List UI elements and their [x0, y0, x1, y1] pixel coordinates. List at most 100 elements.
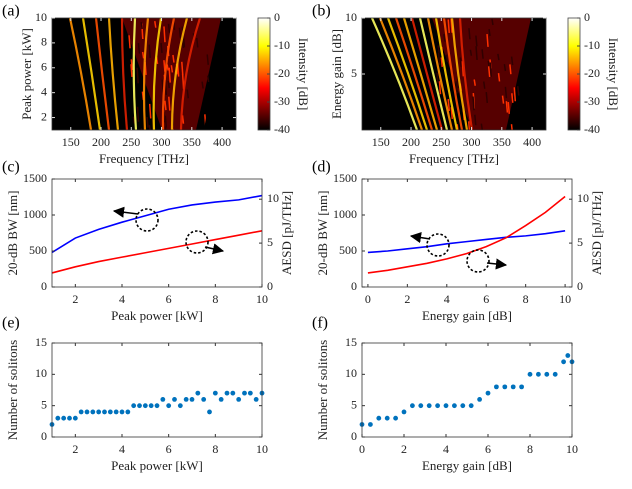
heatmap-speckle	[136, 106, 140, 122]
heatmap-speckle	[481, 49, 484, 59]
scatter-point	[368, 422, 373, 427]
y-tick-label: 0	[351, 429, 357, 443]
x-tick-label: 6	[483, 292, 489, 306]
heatmap-stripe	[434, 18, 459, 130]
heatmap-speckle	[456, 76, 460, 89]
scatter-point	[536, 371, 541, 377]
scatter-point	[189, 397, 195, 402]
heatmap-stripe	[142, 18, 150, 130]
heatmap-speckle	[130, 59, 134, 71]
heatmap-mask	[204, 18, 236, 130]
heatmap-stripe	[170, 18, 189, 130]
y-tick-label: 10	[345, 366, 357, 380]
heatmap-speckle	[510, 56, 514, 66]
colorbar-tick-label: -10	[274, 38, 290, 52]
scatter-point	[102, 409, 107, 415]
heatmap-speckle	[480, 123, 484, 130]
x-tick-label: 350	[183, 135, 201, 149]
x-tick-label: 4	[443, 442, 449, 456]
heatmap-speckle	[450, 107, 454, 119]
heatmap-speckle	[130, 64, 133, 78]
y-tick-label: 10	[345, 10, 357, 24]
heatmap-stripe	[442, 18, 464, 130]
scatter-point	[435, 403, 440, 409]
scatter-point	[242, 390, 247, 396]
plot-frame	[361, 178, 573, 288]
y-tick-label: 15	[35, 335, 47, 349]
heatmap-speckle	[488, 29, 491, 37]
y-tick-label: 15	[345, 335, 357, 349]
heatmap-speckle	[186, 89, 189, 99]
y2-axis-label: AESD [pJ/THz]	[589, 191, 604, 275]
scatter-point	[137, 403, 142, 409]
arrow	[112, 206, 139, 218]
heatmap-speckle	[172, 128, 174, 130]
dashed-circle	[426, 233, 450, 257]
y2-tick-label: 10	[577, 191, 589, 205]
heatmap-speckle	[148, 103, 152, 119]
heatmap-stripe	[152, 18, 163, 130]
y2-tick-label: 5	[267, 235, 273, 249]
x-tick-label: 8	[212, 292, 218, 306]
x-tick-label: 2	[404, 292, 410, 306]
x-tick-label: 400	[213, 135, 231, 149]
x-tick-label: 0	[365, 292, 371, 306]
heatmap-speckle	[440, 57, 444, 67]
y-tick-label: 1000	[23, 207, 47, 221]
scatter-point	[61, 415, 67, 421]
x-tick-label: 400	[523, 135, 541, 149]
heatmap-speckle	[505, 101, 509, 113]
x-tick-label: 10	[256, 442, 268, 456]
x-tick-label: 300	[153, 135, 171, 149]
y-axis-label: 20-dB BW [nm]	[5, 191, 20, 276]
colorbar-tick-label: -30	[274, 94, 290, 108]
scatter-point	[494, 384, 499, 390]
x-tick-label: 250	[432, 135, 450, 149]
heatmap-speckle	[438, 81, 442, 95]
scatter-point	[218, 397, 224, 402]
scatter-point	[253, 397, 259, 402]
y-tick-label: 4	[41, 84, 47, 98]
scatter-point	[224, 390, 230, 396]
heatmap-speckle	[491, 18, 494, 26]
heatmap-speckle	[167, 80, 170, 89]
plot-frame	[51, 178, 263, 288]
scatter-point	[452, 403, 457, 409]
heatmap-speckle	[513, 87, 517, 102]
y-axis-label: Number of solitons	[5, 340, 20, 440]
heatmap-speckle	[497, 73, 501, 82]
heatmap-speckle	[137, 43, 141, 54]
scatter-point	[401, 409, 407, 415]
colorbar-tick-label: -40	[584, 122, 600, 136]
scatter-point	[230, 390, 236, 396]
y-tick-label: 1500	[333, 171, 357, 185]
y2-tick-label: 0	[267, 279, 273, 293]
x-tick-label: 4	[444, 292, 450, 306]
colorbar-label: Intensity [dB]	[606, 38, 621, 111]
heatmap-speckle	[482, 81, 486, 89]
colorbar-tick-label: -40	[274, 122, 290, 136]
x-tick-label: 300	[463, 135, 481, 149]
y-tick-label: 1000	[333, 207, 357, 221]
scatter-point	[236, 397, 242, 402]
heatmap-mask	[52, 18, 87, 130]
colorbar-label: Intensity [dB]	[296, 38, 311, 111]
x-tick-label: 200	[402, 135, 420, 149]
x-tick-label: 10	[566, 442, 578, 456]
heatmap-speckle	[181, 61, 184, 76]
x-tick-label: 2	[401, 442, 407, 456]
heatmap-stripe	[394, 18, 434, 130]
dashed-circle	[466, 249, 490, 273]
heatmap-speckle	[167, 23, 171, 33]
scatter-point	[544, 371, 550, 377]
scatter-point	[418, 403, 424, 409]
scatter-point	[55, 415, 61, 421]
scatter-point	[527, 371, 533, 377]
heatmap-speckle	[436, 72, 439, 84]
panel-label: (a)	[2, 3, 20, 20]
heatmap-speckle	[475, 46, 478, 61]
heatmap-speckle	[160, 42, 163, 53]
heatmap-speckle	[181, 115, 185, 124]
scatter-point	[502, 384, 508, 390]
heatmap-speckle	[473, 79, 476, 86]
